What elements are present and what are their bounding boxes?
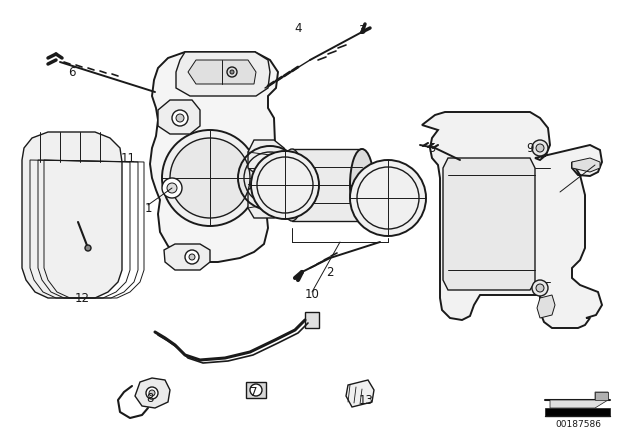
- Circle shape: [350, 160, 426, 236]
- Polygon shape: [292, 149, 362, 221]
- Polygon shape: [550, 392, 608, 408]
- Polygon shape: [158, 100, 200, 134]
- Circle shape: [536, 144, 544, 152]
- Text: 9: 9: [526, 142, 534, 155]
- Polygon shape: [246, 382, 266, 398]
- Circle shape: [189, 254, 195, 260]
- Circle shape: [172, 110, 188, 126]
- Polygon shape: [572, 158, 600, 172]
- Circle shape: [250, 384, 262, 396]
- Circle shape: [227, 67, 237, 77]
- Text: 00187586: 00187586: [555, 419, 601, 428]
- Ellipse shape: [280, 149, 304, 221]
- Circle shape: [85, 245, 91, 251]
- Circle shape: [532, 280, 548, 296]
- Circle shape: [230, 70, 234, 74]
- Circle shape: [170, 138, 250, 218]
- Text: 6: 6: [68, 65, 76, 78]
- Polygon shape: [443, 158, 535, 290]
- Text: 2: 2: [326, 266, 333, 279]
- Text: 12: 12: [74, 292, 90, 305]
- Polygon shape: [537, 295, 555, 318]
- Circle shape: [532, 140, 548, 156]
- Circle shape: [146, 387, 158, 399]
- Text: 3: 3: [358, 23, 365, 36]
- Text: 13: 13: [358, 393, 373, 406]
- Ellipse shape: [350, 149, 374, 221]
- Polygon shape: [164, 244, 210, 270]
- Circle shape: [536, 284, 544, 292]
- Text: 10: 10: [305, 289, 319, 302]
- Polygon shape: [188, 60, 256, 84]
- Circle shape: [162, 178, 182, 198]
- Polygon shape: [248, 140, 292, 218]
- Polygon shape: [135, 378, 170, 408]
- Text: 1: 1: [144, 202, 152, 215]
- Polygon shape: [595, 392, 608, 400]
- Polygon shape: [545, 408, 610, 416]
- Circle shape: [149, 390, 155, 396]
- Circle shape: [176, 114, 184, 122]
- Polygon shape: [176, 52, 270, 96]
- Text: 11: 11: [120, 151, 136, 164]
- Text: 7: 7: [250, 385, 258, 399]
- Text: 5: 5: [428, 142, 436, 155]
- Circle shape: [251, 151, 319, 219]
- Text: 8: 8: [147, 392, 154, 405]
- Polygon shape: [346, 380, 374, 407]
- Polygon shape: [22, 132, 122, 298]
- Polygon shape: [305, 312, 319, 328]
- Text: 4: 4: [294, 22, 301, 34]
- Polygon shape: [422, 112, 602, 328]
- Polygon shape: [150, 52, 278, 262]
- Circle shape: [185, 250, 199, 264]
- Circle shape: [162, 130, 258, 226]
- Circle shape: [167, 183, 177, 193]
